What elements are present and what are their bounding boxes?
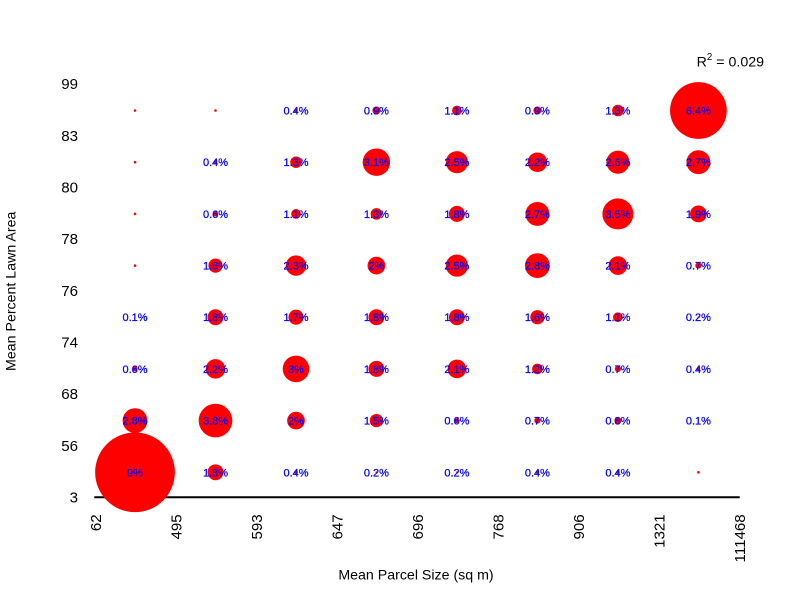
svg-text:2.2%: 2.2% [525,157,550,169]
svg-text:1.1%: 1.1% [444,106,469,118]
svg-text:0.7%: 0.7% [525,416,550,428]
svg-text:2.8%: 2.8% [122,416,147,428]
svg-text:0.1%: 0.1% [122,312,147,324]
svg-text:1.9%: 1.9% [686,209,711,221]
svg-text:1.8%: 1.8% [444,312,469,324]
svg-text:0.6%: 0.6% [203,209,228,221]
svg-text:0.4%: 0.4% [525,467,550,479]
svg-text:R2 = 0.029: R2 = 0.029 [697,52,764,71]
svg-text:0.4%: 0.4% [686,364,711,376]
svg-text:0.7%: 0.7% [686,261,711,273]
svg-text:9%: 9% [127,467,143,479]
svg-text:0.6%: 0.6% [122,364,147,376]
svg-text:2.8%: 2.8% [525,261,550,273]
svg-text:Mean Percent Lawn Area: Mean Percent Lawn Area [4,212,20,371]
svg-text:1.5%: 1.5% [364,416,389,428]
svg-text:0.6%: 0.6% [444,416,469,428]
svg-text:2.2%: 2.2% [203,364,228,376]
svg-text:0.2%: 0.2% [364,467,389,479]
svg-text:906: 906 [571,514,588,539]
svg-text:1.3%: 1.3% [283,157,308,169]
svg-text:1.8%: 1.8% [364,364,389,376]
svg-text:3%: 3% [288,364,304,376]
svg-text:2%: 2% [288,416,304,428]
svg-text:3.5%: 3.5% [605,209,630,221]
svg-text:2.6%: 2.6% [605,157,630,169]
svg-text:1.3%: 1.3% [364,209,389,221]
svg-text:0.8%: 0.8% [605,416,630,428]
svg-text:1.6%: 1.6% [525,312,550,324]
svg-text:0.4%: 0.4% [203,157,228,169]
svg-text:78: 78 [61,231,78,248]
svg-text:0.2%: 0.2% [686,312,711,324]
svg-text:0.7%: 0.7% [605,364,630,376]
svg-text:0.9%: 0.9% [364,106,389,118]
svg-text:1.6%: 1.6% [203,261,228,273]
svg-text:1.2%: 1.2% [525,364,550,376]
svg-text:6.4%: 6.4% [686,106,711,118]
svg-text:0.9%: 0.9% [525,106,550,118]
svg-text:3: 3 [70,490,78,507]
svg-text:696: 696 [410,514,427,539]
svg-text:2.5%: 2.5% [444,157,469,169]
svg-text:647: 647 [330,514,347,539]
svg-text:111468: 111468 [732,514,749,562]
svg-text:1.8%: 1.8% [203,312,228,324]
svg-text:1.8%: 1.8% [203,467,228,479]
svg-text:Mean Parcel Size (sq m): Mean Parcel Size (sq m) [338,568,493,584]
svg-text:1.7%: 1.7% [283,312,308,324]
svg-text:83: 83 [61,128,78,145]
svg-text:3.8%: 3.8% [203,416,228,428]
svg-text:76: 76 [61,283,78,300]
svg-text:1.8%: 1.8% [444,209,469,221]
svg-text:0.1%: 0.1% [686,416,711,428]
svg-text:1321: 1321 [652,514,669,548]
svg-text:2.1%: 2.1% [444,364,469,376]
svg-text:62: 62 [88,514,105,531]
svg-text:1.1%: 1.1% [605,312,630,324]
svg-text:2.5%: 2.5% [444,261,469,273]
svg-text:74: 74 [61,335,78,352]
svg-text:56: 56 [61,438,78,455]
svg-text:1.8%: 1.8% [364,312,389,324]
svg-text:2.3%: 2.3% [283,261,308,273]
svg-text:80: 80 [61,180,78,197]
svg-text:593: 593 [249,514,266,539]
svg-text:68: 68 [61,386,78,403]
svg-text:99: 99 [61,76,78,93]
svg-text:2.7%: 2.7% [686,157,711,169]
svg-text:495: 495 [169,514,186,539]
svg-text:1.3%: 1.3% [605,106,630,118]
svg-text:0.4%: 0.4% [283,106,308,118]
svg-text:3.1%: 3.1% [364,157,389,169]
svg-text:768: 768 [491,514,508,539]
svg-text:2.1%: 2.1% [605,261,630,273]
svg-text:0.2%: 0.2% [444,467,469,479]
svg-text:0.4%: 0.4% [605,467,630,479]
svg-text:0.4%: 0.4% [283,467,308,479]
svg-text:1.1%: 1.1% [283,209,308,221]
svg-text:2%: 2% [368,261,384,273]
svg-text:2.7%: 2.7% [525,209,550,221]
